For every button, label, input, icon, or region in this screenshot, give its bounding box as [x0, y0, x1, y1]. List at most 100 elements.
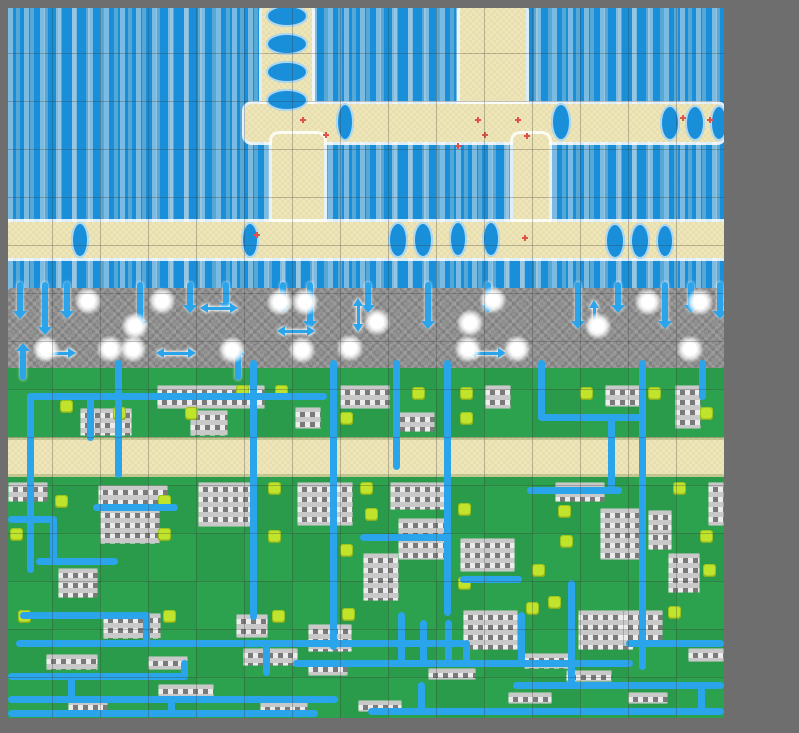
- flow-arrow-part: [353, 298, 363, 306]
- map-viewport[interactable]: [8, 8, 724, 718]
- flow-arrowhead-icon: [421, 321, 435, 329]
- flow-arrow-part: [356, 305, 360, 325]
- river-segment: [168, 696, 175, 714]
- flow-arrowhead-icon: [38, 327, 52, 335]
- flow-arrowhead-icon: [303, 321, 317, 329]
- town-patch: [243, 648, 298, 666]
- field-plot: [648, 387, 661, 400]
- sand-island: [460, 8, 526, 110]
- river-segment: [263, 640, 270, 676]
- field-plot: [560, 535, 573, 548]
- sand-marker: [323, 132, 329, 138]
- town-patch: [648, 510, 672, 550]
- water-pool: [660, 105, 680, 141]
- sand-marker: [522, 235, 528, 241]
- water-pool: [241, 222, 259, 258]
- waterfall: [571, 282, 585, 329]
- waterfall: [713, 282, 724, 319]
- field-plot: [548, 596, 561, 609]
- river-segment: [538, 414, 646, 421]
- sand-marker: [482, 132, 488, 138]
- water-pool: [388, 222, 408, 258]
- river-segment: [445, 620, 452, 664]
- river-segment: [699, 360, 706, 400]
- flow-arrow-part: [230, 303, 238, 313]
- town-patch: [600, 508, 644, 560]
- waterfall: [38, 282, 52, 335]
- snow-dot: [32, 335, 60, 363]
- field-plot: [55, 495, 68, 508]
- snow-dot: [479, 286, 507, 314]
- water-pool: [266, 89, 308, 111]
- river-segment: [368, 708, 724, 715]
- river-segment: [626, 640, 724, 647]
- town-patch: [100, 508, 160, 544]
- town-patch: [463, 610, 518, 650]
- town-patch: [708, 482, 724, 526]
- flow-arrowhead-icon: [361, 305, 375, 313]
- sand-marker: [455, 143, 461, 149]
- field-plot: [558, 505, 571, 518]
- river-segment: [420, 620, 427, 664]
- river-segment: [418, 682, 425, 712]
- town-patch: [58, 568, 98, 598]
- flow-arrow-part: [163, 351, 189, 355]
- flow-arrowhead-icon: [60, 311, 74, 319]
- beach-band: [8, 222, 724, 258]
- river-segment: [93, 504, 178, 511]
- field-plot: [673, 482, 686, 495]
- snow-dot: [363, 308, 391, 336]
- river-segment: [639, 360, 646, 670]
- water-pool: [710, 105, 724, 141]
- flow-arrow-part: [589, 300, 599, 308]
- sand-island: [272, 134, 324, 236]
- field-plot: [460, 412, 473, 425]
- flow-arrow-part: [284, 329, 308, 333]
- town-patch: [508, 692, 552, 704]
- snow-dot: [503, 335, 531, 363]
- water-pool: [605, 223, 625, 259]
- river-segment: [36, 558, 118, 565]
- river-segment: [143, 612, 150, 647]
- water-pool: [449, 221, 467, 257]
- town-patch: [98, 485, 168, 505]
- snow-dot: [291, 288, 319, 316]
- snow-dot: [584, 312, 612, 340]
- snow-dot: [454, 335, 482, 363]
- river-segment: [518, 612, 525, 662]
- field-plot: [365, 508, 378, 521]
- flow-arrowhead-icon: [13, 311, 27, 319]
- river-segment: [538, 360, 545, 420]
- town-patch: [148, 656, 188, 670]
- flow-arrow-part: [498, 348, 506, 358]
- flow-arrow-icon: [156, 347, 196, 359]
- river-segment: [16, 640, 466, 647]
- flow-arrowhead-icon: [16, 343, 30, 351]
- sand-marker: [254, 232, 260, 238]
- river-segment: [360, 534, 448, 541]
- town-patch: [460, 538, 515, 572]
- field-plot: [163, 610, 176, 623]
- field-plot: [185, 407, 198, 420]
- waterfall: [60, 282, 74, 319]
- town-patch: [566, 670, 612, 682]
- waterfall: [421, 282, 435, 329]
- town-patch: [605, 385, 641, 407]
- town-patch: [390, 482, 446, 510]
- flow-arrow-part: [475, 351, 499, 355]
- field-plot: [340, 412, 353, 425]
- water-pool: [266, 61, 308, 83]
- snow-dot: [456, 309, 484, 337]
- flow-arrowhead-icon: [571, 321, 585, 329]
- snow-dot: [218, 336, 246, 364]
- river-segment: [8, 710, 318, 717]
- river-segment: [50, 516, 57, 561]
- field-plot: [703, 564, 716, 577]
- town-patch: [340, 385, 390, 409]
- town-patch: [158, 684, 214, 698]
- sand-marker: [680, 115, 686, 121]
- river-segment: [27, 393, 34, 573]
- river-segment: [8, 673, 188, 680]
- snow-dot: [686, 288, 714, 316]
